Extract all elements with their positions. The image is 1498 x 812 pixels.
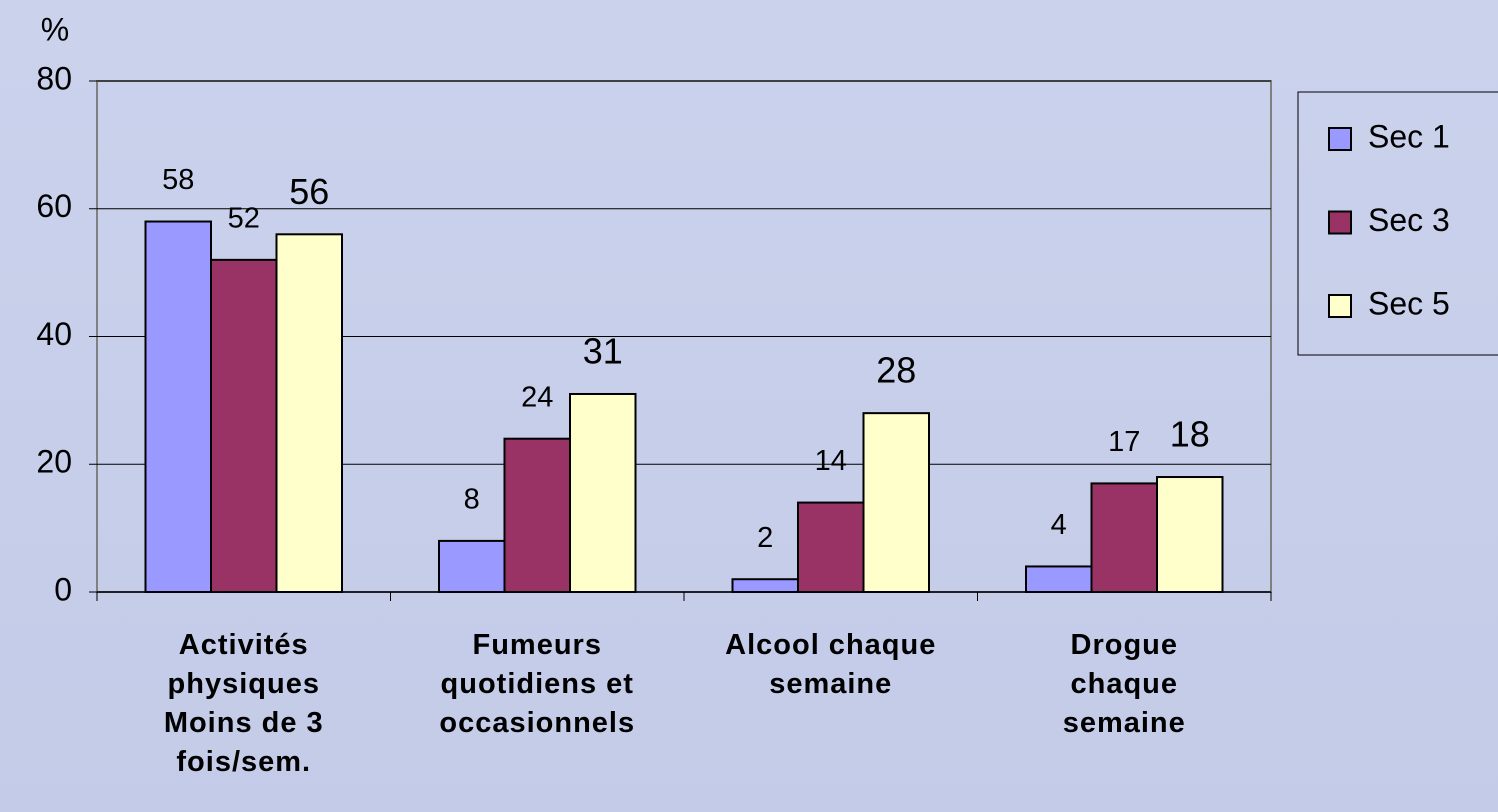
- data-label: 31: [583, 331, 623, 372]
- bar: [503, 437, 571, 594]
- data-label: 24: [521, 381, 553, 413]
- x-tick-label: Fumeurs quotidiens et occasionnels: [439, 629, 636, 739]
- data-label: 8: [464, 484, 480, 516]
- data-label: 2: [757, 522, 773, 554]
- x-tick-label: Drogue chaque semaine: [1062, 629, 1186, 739]
- bar: [1090, 482, 1158, 594]
- data-label: 18: [1170, 414, 1210, 455]
- bar: [1156, 476, 1224, 593]
- bar: [862, 412, 930, 593]
- bar: [1025, 565, 1093, 594]
- y-tick-label: 40: [36, 316, 72, 352]
- bar: [275, 233, 343, 594]
- bar: [438, 539, 506, 594]
- x-tick-label: Activités physiques Moins de 3 fois/sem.: [163, 629, 324, 778]
- legend-label: Sec 3: [1368, 202, 1450, 238]
- data-label: 52: [228, 203, 260, 235]
- data-label: 58: [162, 164, 194, 196]
- bar: [731, 578, 799, 593]
- bar: [144, 220, 212, 593]
- y-tick-label: 20: [36, 444, 72, 480]
- legend-label: Sec 5: [1368, 285, 1450, 321]
- data-label: 56: [289, 171, 329, 212]
- bar: [569, 392, 637, 593]
- data-label: 17: [1108, 426, 1140, 458]
- bar: [210, 258, 278, 593]
- legend-label: Sec 1: [1368, 118, 1450, 154]
- data-label: 28: [876, 350, 916, 391]
- y-axis-label: %: [41, 11, 69, 47]
- x-tick-label: Alcool chaque semaine: [725, 629, 937, 700]
- y-tick-label: 80: [36, 60, 72, 96]
- legend-box: [1297, 91, 1498, 356]
- y-tick-label: 60: [36, 188, 72, 224]
- y-tick-label: 0: [54, 571, 72, 607]
- data-label: 4: [1051, 509, 1067, 541]
- legend-swatch: [1328, 127, 1352, 151]
- data-label: 14: [815, 445, 847, 477]
- bar: [797, 501, 865, 594]
- legend-swatch: [1328, 294, 1352, 318]
- legend-swatch: [1328, 210, 1352, 235]
